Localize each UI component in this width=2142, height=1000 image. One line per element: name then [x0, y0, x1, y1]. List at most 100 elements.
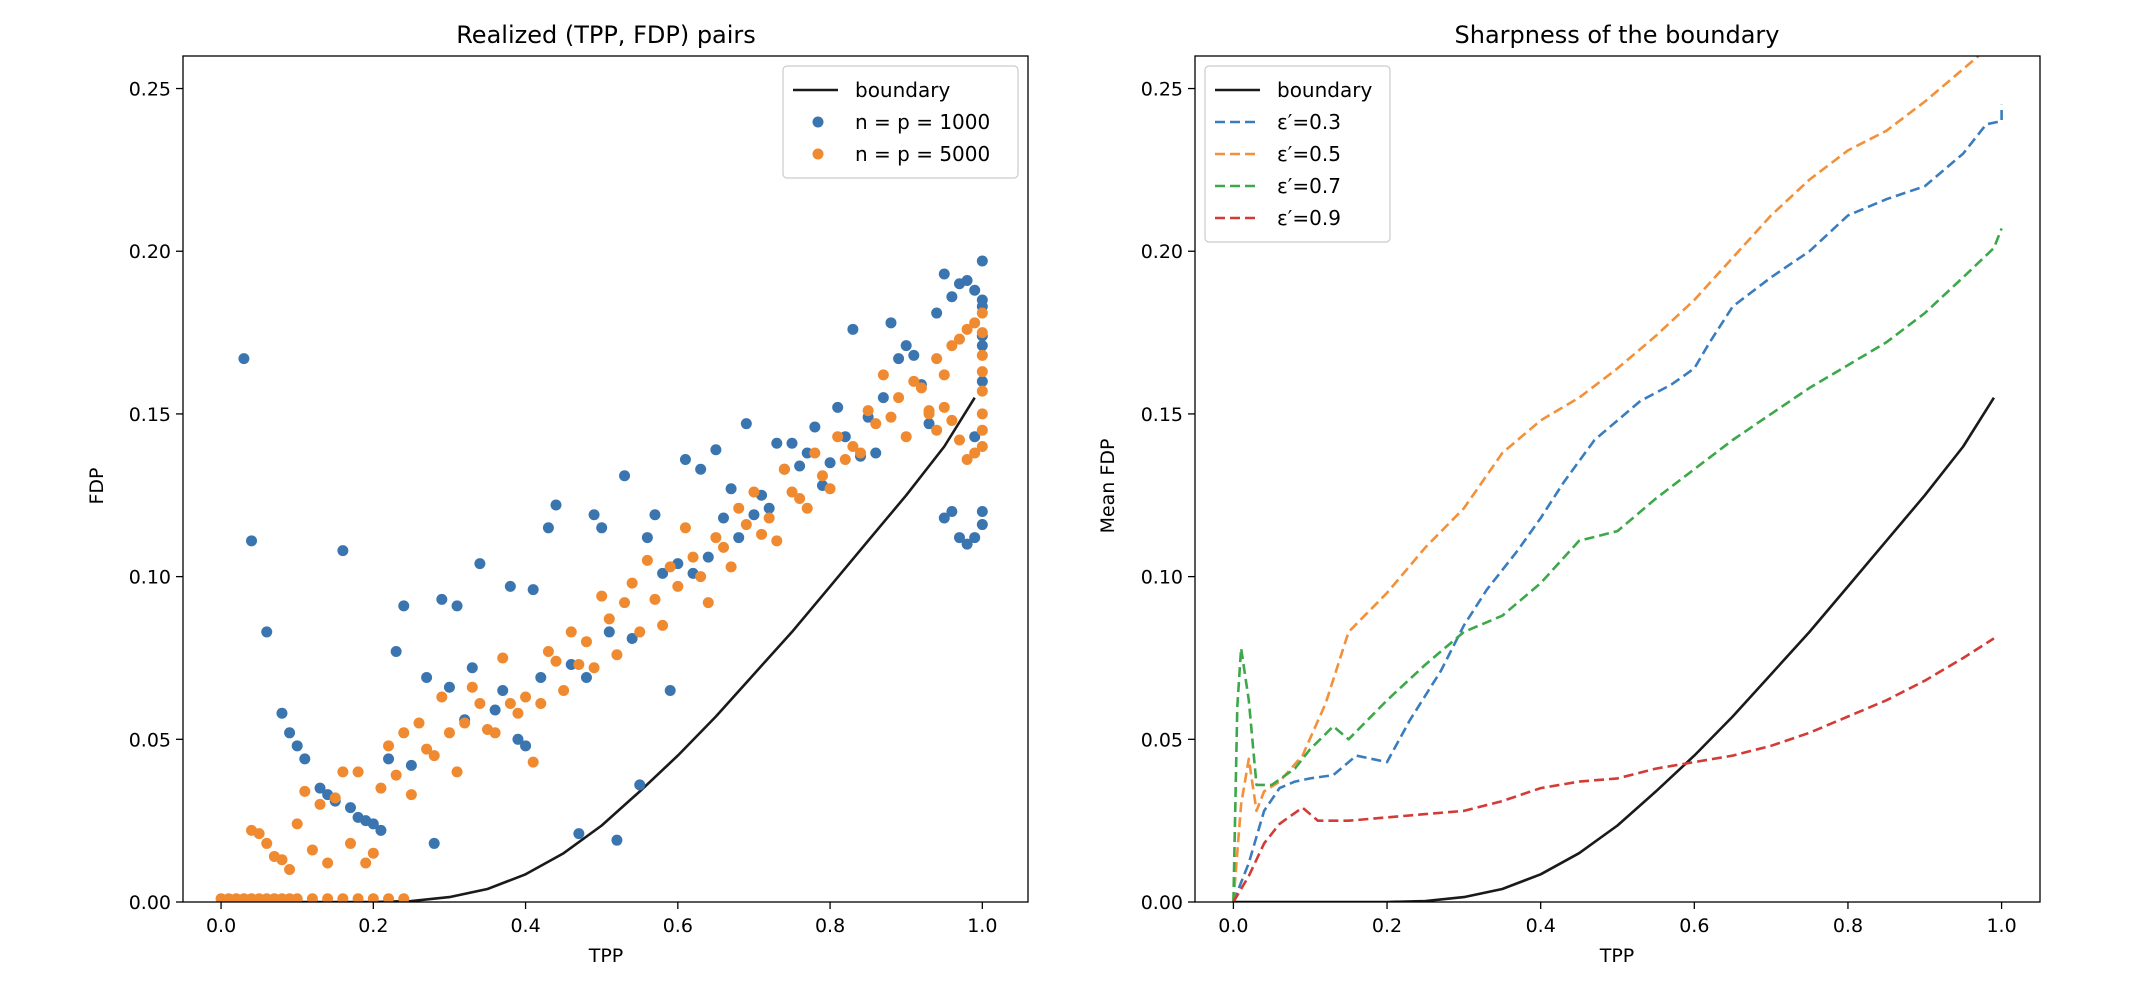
scatter-point	[786, 437, 798, 449]
scatter-point	[284, 727, 296, 739]
scatter-point	[679, 453, 691, 465]
scatter-point	[862, 405, 874, 417]
scatter-point	[383, 740, 395, 752]
scatter-point	[497, 652, 509, 664]
scatter-point	[938, 401, 950, 413]
scatter-point	[893, 353, 905, 365]
y-tick-label: 0.05	[129, 729, 171, 751]
scatter-point	[839, 431, 851, 443]
scatter-point	[504, 698, 516, 710]
scatter-point	[961, 538, 973, 550]
scatter-point	[763, 502, 775, 514]
scatter-point	[276, 854, 288, 866]
scatter-point	[877, 392, 889, 404]
scatter-point	[657, 567, 669, 579]
scatter-point	[657, 619, 669, 631]
scatter-point	[733, 532, 745, 544]
scatter-point	[276, 707, 288, 719]
scatter-point	[261, 837, 273, 849]
scatter-point	[367, 893, 379, 902]
scatter-point	[702, 551, 714, 563]
legend-label: boundary	[855, 78, 950, 102]
scatter-point	[725, 561, 737, 573]
scatter-point	[832, 431, 844, 443]
legend: boundary n = p = 1000 n = p = 5000	[782, 65, 1019, 179]
y-tick-label: 0.05	[1141, 729, 1183, 751]
scatter-point	[931, 307, 943, 319]
legend-entry: n = p = 5000	[812, 142, 990, 166]
scatter-point	[337, 893, 349, 902]
scatter-point	[847, 440, 859, 452]
scatter-point	[573, 658, 585, 670]
scatter-point	[619, 470, 631, 482]
scatter-point	[421, 671, 433, 683]
scatter-point	[809, 447, 821, 459]
scatter-point	[390, 645, 402, 657]
scatter-point	[466, 681, 478, 693]
x-tick-label: 0.2	[1372, 915, 1402, 937]
scatter-point	[352, 893, 364, 902]
scatter-point	[603, 626, 615, 638]
scatter-point	[923, 408, 935, 420]
scatter-point	[344, 837, 356, 849]
scatter-point	[375, 824, 387, 836]
scatter-point	[542, 522, 554, 534]
scatter-point	[436, 593, 448, 605]
x-tick-label: 0.0	[206, 915, 236, 937]
scatter-point	[740, 418, 752, 430]
legend-box	[782, 65, 1019, 179]
y-tick-label: 0.15	[1141, 404, 1183, 426]
scatter-point	[390, 769, 402, 781]
scatter-point	[246, 535, 258, 547]
legend-marker	[812, 148, 824, 160]
left-plot-area: 0.0 0.2 0.4 0.6 0.8 1.0 0.00 0.05 0.10 0.15 0.20 0.…	[129, 55, 1029, 937]
scatter-point	[710, 532, 722, 544]
scatter-point	[931, 353, 943, 365]
scatter-point	[261, 626, 273, 638]
x-tick-label: 0.6	[1679, 915, 1709, 937]
scatter-point	[976, 385, 988, 397]
scatter-point	[603, 613, 615, 625]
scatter-point	[626, 577, 638, 589]
scatter-point	[398, 727, 410, 739]
scatter-point	[710, 444, 722, 456]
scatter-point	[565, 626, 577, 638]
scatter-point	[253, 828, 265, 840]
scatter-point	[976, 375, 988, 387]
scatter-point	[558, 685, 570, 696]
scatter-point	[885, 317, 897, 329]
right-chart-panel: Sharpness of the boundary 0.0 0.2 0.4 0.6 0.…	[1097, 21, 2041, 967]
scatter-point	[405, 759, 417, 771]
scatter-point	[367, 818, 379, 830]
scatter-point	[893, 392, 905, 404]
scatter-point	[352, 766, 364, 778]
scatter-point	[520, 691, 532, 703]
y-tick-label: 0.10	[129, 567, 171, 589]
scatter-point	[405, 789, 417, 801]
scatter-point	[832, 401, 844, 413]
y-tick-label: 0.00	[129, 892, 171, 914]
y-tick-label: 0.00	[1141, 892, 1183, 914]
scatter-point	[284, 863, 296, 875]
x-tick-label: 0.4	[510, 915, 540, 937]
scatter-point	[649, 593, 661, 605]
scatter-point	[527, 756, 539, 768]
plot-marks	[215, 255, 988, 902]
scatter-point	[580, 671, 592, 683]
right-x-axis-label: TPP	[1599, 945, 1635, 967]
scatter-point	[527, 584, 539, 596]
scatter-point	[573, 828, 585, 840]
scatter-point	[809, 421, 821, 433]
scatter-point	[291, 740, 303, 752]
scatter-point	[725, 483, 737, 495]
scatter-point	[550, 655, 562, 667]
scatter-point	[580, 636, 592, 648]
scatter-point	[900, 431, 912, 443]
scatter-point	[794, 460, 806, 472]
scatter-point	[976, 440, 988, 452]
x-tick-label: 0.8	[815, 915, 845, 937]
scatter-point	[596, 522, 608, 534]
legend-label: boundary	[1277, 78, 1372, 102]
scatter-point	[360, 857, 372, 869]
